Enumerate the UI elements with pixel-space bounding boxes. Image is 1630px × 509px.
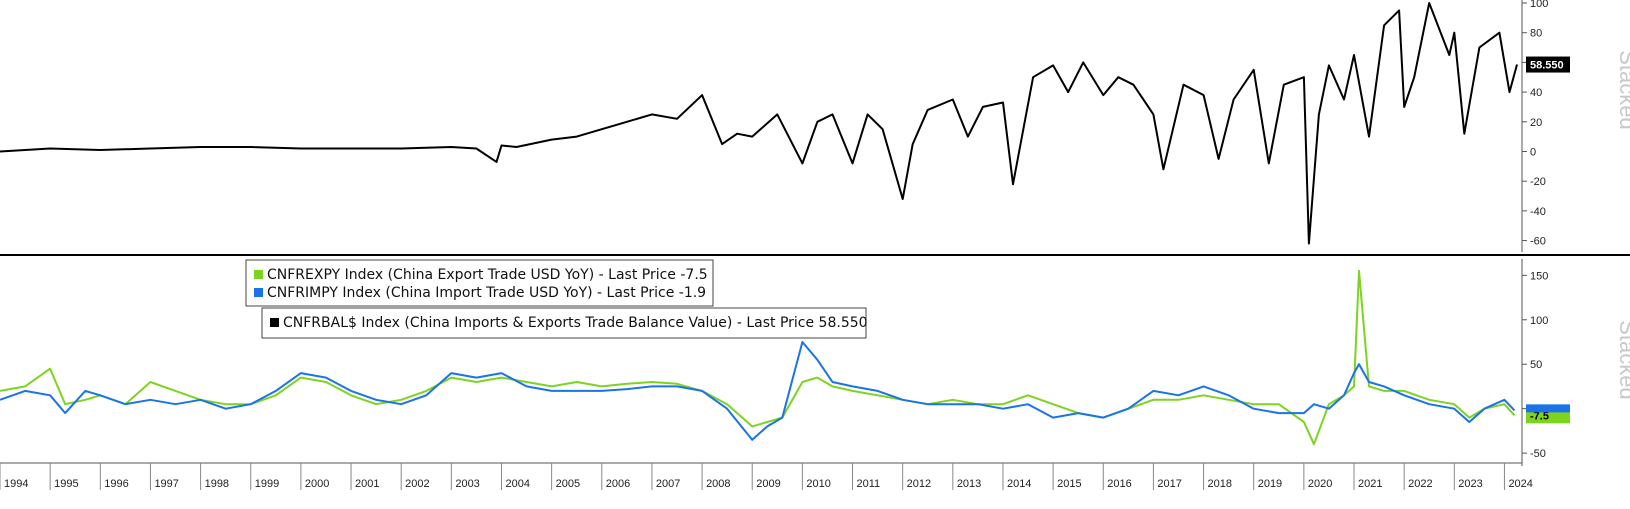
x-tick-label: 2004 — [505, 478, 529, 490]
top-legend: CNFRBAL$ Index (China Imports & Exports … — [261, 307, 868, 339]
x-tick-label: 2024 — [1508, 478, 1532, 490]
x-tick-label: 2012 — [907, 478, 931, 490]
y-tick-label: 100 — [1530, 0, 1548, 10]
x-tick-label: 2021 — [1358, 478, 1382, 490]
legend-box — [261, 307, 867, 339]
top-series-lines — [0, 2, 1518, 245]
x-tick-label: 2017 — [1157, 478, 1181, 490]
x-tick-label: 2008 — [706, 478, 730, 490]
x-tick-label: 2000 — [305, 478, 329, 490]
x-tick-label: 1996 — [104, 478, 128, 490]
y-tick-label: -40 — [1530, 206, 1546, 218]
series-line-1 — [0, 341, 1516, 441]
x-tick-label: 1995 — [54, 478, 78, 490]
x-tick-label: 2006 — [606, 478, 630, 490]
x-tick-label: 2007 — [656, 478, 680, 490]
legend-label: CNFRBAL$ Index (China Imports & Exports … — [283, 315, 868, 331]
y-tick-label: -50 — [1530, 448, 1546, 460]
y-tick-label: 150 — [1530, 270, 1548, 282]
top-last-price: 58.550 — [1526, 56, 1570, 73]
y-tick-label: -20 — [1530, 176, 1546, 188]
x-tick-label: 2020 — [1308, 478, 1332, 490]
x-tick-label: 1998 — [205, 478, 229, 490]
last-price-tag — [1526, 56, 1570, 73]
x-tick-label: 2001 — [355, 478, 379, 490]
legend-swatch — [254, 288, 263, 297]
legend-swatch — [254, 270, 263, 279]
y-tick-label: 100 — [1530, 315, 1548, 327]
last-price-value: -7.5 — [1530, 410, 1549, 422]
bottom-y-axis: 150100500-50 — [1521, 259, 1548, 466]
x-tick-label: 2005 — [556, 478, 580, 490]
bottom-panel: 150100500-50 -7.5 Stacked CNFREXPY Index… — [0, 259, 1630, 466]
x-tick-label: 2015 — [1057, 478, 1081, 490]
x-tick-label: 2018 — [1208, 478, 1232, 490]
x-tick-label: 2023 — [1458, 478, 1482, 490]
series-line-0 — [0, 269, 1516, 446]
x-tick-label: 2019 — [1258, 478, 1282, 490]
x-tick-label: 2022 — [1408, 478, 1432, 490]
y-tick-label: -60 — [1530, 236, 1546, 248]
x-tick-label: 1994 — [4, 478, 28, 490]
top-panel: 100806040200-20-40-60 58.550 Stacked CNF… — [0, 0, 1630, 339]
x-tick-label: 2016 — [1107, 478, 1131, 490]
y-tick-label: 80 — [1530, 28, 1542, 40]
legend-box — [245, 259, 714, 307]
legend-label: CNFRIMPY Index (China Import Trade USD Y… — [267, 285, 706, 301]
x-tick-label: 2002 — [405, 478, 429, 490]
x-tick-label: 2014 — [1007, 478, 1031, 490]
y-tick-label: 40 — [1530, 87, 1542, 99]
legend-swatch — [270, 318, 279, 327]
top-stacked-label: Stacked — [1615, 50, 1630, 130]
bottom-series-lines — [0, 269, 1516, 446]
x-tick-label: 2013 — [957, 478, 981, 490]
y-tick-label: 50 — [1530, 359, 1542, 371]
y-tick-label: 0 — [1530, 146, 1536, 158]
x-tick-label: 2009 — [756, 478, 780, 490]
bottom-legend: CNFREXPY Index (China Export Trade USD Y… — [245, 259, 714, 307]
series-line-0 — [0, 2, 1518, 245]
x-tick-label: 2010 — [806, 478, 830, 490]
y-tick-label: 20 — [1530, 117, 1542, 129]
x-tick-label: 1997 — [154, 478, 178, 490]
x-tick-label: 2003 — [455, 478, 479, 490]
last-price-tag-secondary — [1526, 404, 1570, 413]
last-price-value: 58.550 — [1530, 60, 1564, 72]
bottom-stacked-label: Stacked — [1615, 320, 1630, 400]
legend-label: CNFREXPY Index (China Export Trade USD Y… — [267, 267, 708, 283]
x-tick-label: 2011 — [857, 478, 881, 490]
x-tick-label: 1999 — [255, 478, 279, 490]
top-y-axis: 100806040200-20-40-60 — [1521, 0, 1548, 252]
bottom-last-price: -7.5 — [1526, 404, 1570, 424]
x-axis: 1994 1995 1996 1997 1998 1999 2000 2001 2002 2003… — [0, 462, 1533, 490]
